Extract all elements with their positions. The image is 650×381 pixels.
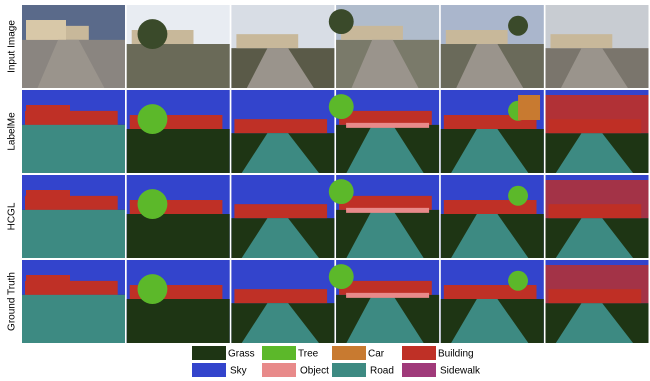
building-seg — [339, 196, 432, 210]
building-seg — [26, 190, 70, 210]
building-seg — [546, 95, 649, 133]
tree-seg — [329, 264, 354, 289]
image-cell — [127, 175, 230, 258]
row-label: HCGL — [7, 202, 18, 230]
building-seg — [234, 204, 327, 218]
building-seg — [234, 119, 327, 133]
building — [551, 34, 613, 48]
image-cell — [546, 175, 649, 258]
legend-label: Tree — [298, 349, 319, 360]
image-cell — [127, 5, 230, 88]
tree-seg — [138, 274, 168, 304]
image-cell — [546, 260, 649, 343]
legend-label: Grass — [228, 349, 255, 360]
object-seg — [346, 123, 429, 128]
car-seg — [518, 95, 540, 120]
image-cell — [231, 260, 334, 343]
image-cell — [127, 260, 230, 343]
building-seg — [339, 111, 432, 125]
figure: Input Image LabelMe HCGL Ground Truth Grass S… — [0, 0, 650, 381]
tree-seg — [329, 179, 354, 204]
row-label: Input Image — [7, 20, 18, 73]
image-cell — [329, 260, 439, 343]
image-cell — [441, 5, 544, 88]
legend-swatch — [402, 363, 436, 377]
building-seg — [26, 275, 70, 295]
building-seg — [546, 265, 649, 303]
image-cell — [231, 175, 334, 258]
tree — [138, 19, 168, 49]
building — [26, 20, 66, 40]
grass-seg — [127, 129, 230, 173]
image-cell — [22, 260, 125, 343]
grass-seg — [127, 214, 230, 258]
image-cell — [329, 90, 439, 173]
building — [236, 34, 298, 48]
building-seg — [339, 281, 432, 295]
image-cell — [22, 90, 125, 173]
building — [446, 30, 508, 44]
road-seg — [22, 125, 125, 173]
legend-swatch — [332, 346, 366, 360]
legend-swatch — [332, 363, 366, 377]
object-seg — [346, 293, 429, 298]
image-cell — [329, 5, 439, 88]
tree-seg — [329, 94, 354, 119]
legend-swatch — [402, 346, 436, 360]
image-cell — [231, 5, 334, 88]
image-cell — [22, 175, 125, 258]
tree — [508, 16, 528, 36]
object-seg — [346, 208, 429, 213]
legend-swatch — [192, 346, 226, 360]
legend-swatch — [262, 346, 296, 360]
legend-label: Car — [368, 349, 385, 360]
legend-label: Sidewalk — [440, 366, 481, 377]
building-seg — [234, 289, 327, 303]
legend-label: Building — [438, 349, 474, 360]
tree-seg — [138, 189, 168, 219]
road-seg — [22, 295, 125, 343]
tree-seg — [138, 104, 168, 134]
tree — [329, 9, 354, 34]
building-seg — [26, 105, 70, 125]
grass-seg — [127, 299, 230, 343]
image-cell — [441, 90, 544, 173]
image-cell — [22, 5, 125, 88]
legend-label: Sky — [230, 366, 247, 377]
image-cell — [441, 175, 544, 258]
image-cell — [127, 90, 230, 173]
legend-label: Object — [300, 366, 329, 377]
legend-label: Road — [370, 366, 394, 377]
row-label: Ground Truth — [7, 272, 18, 331]
legend-swatch — [192, 363, 226, 377]
image-cell — [546, 90, 649, 173]
image-cell — [329, 175, 439, 258]
tree-seg — [508, 186, 528, 206]
ground — [127, 44, 230, 88]
row-label: LabelMe — [7, 112, 18, 151]
image-cell — [441, 260, 544, 343]
building-seg — [546, 180, 649, 218]
tree-seg — [508, 271, 528, 291]
legend-swatch — [262, 363, 296, 377]
road-seg — [22, 210, 125, 258]
image-cell — [231, 90, 334, 173]
image-cell — [546, 5, 649, 88]
